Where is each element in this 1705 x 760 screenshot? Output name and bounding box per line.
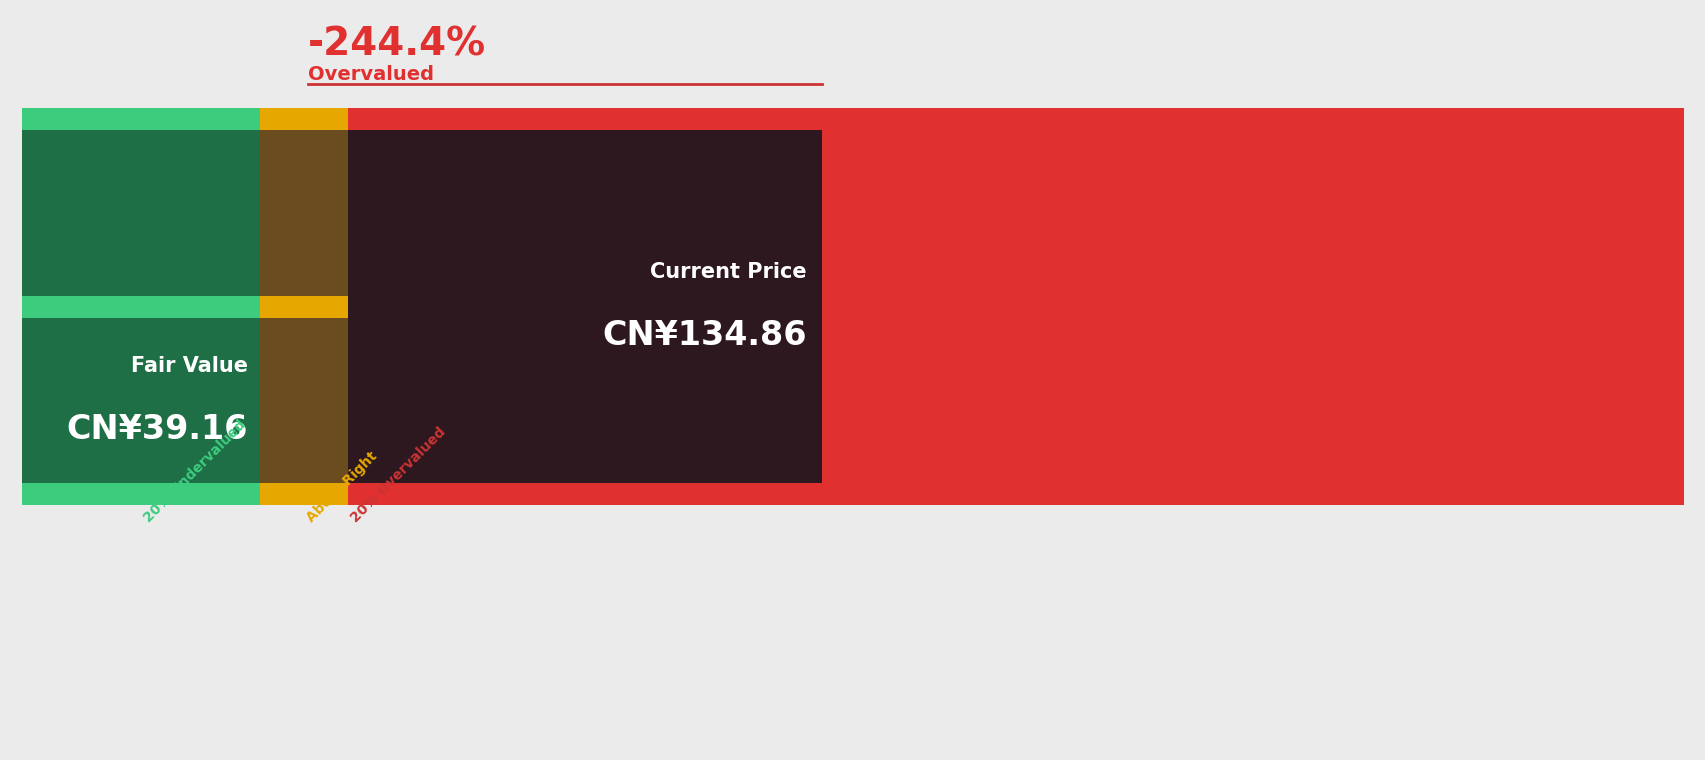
Text: Current Price: Current Price	[650, 262, 806, 282]
Text: CN¥134.86: CN¥134.86	[602, 319, 806, 352]
Text: About Right: About Right	[303, 449, 380, 525]
Text: 20% Overvalued: 20% Overvalued	[348, 425, 448, 525]
Text: CN¥39.16: CN¥39.16	[66, 413, 247, 445]
Text: Overvalued: Overvalued	[309, 65, 433, 84]
Text: 20% Undervalued: 20% Undervalued	[142, 417, 249, 525]
Text: Fair Value: Fair Value	[131, 356, 247, 376]
Text: -244.4%: -244.4%	[309, 25, 486, 63]
